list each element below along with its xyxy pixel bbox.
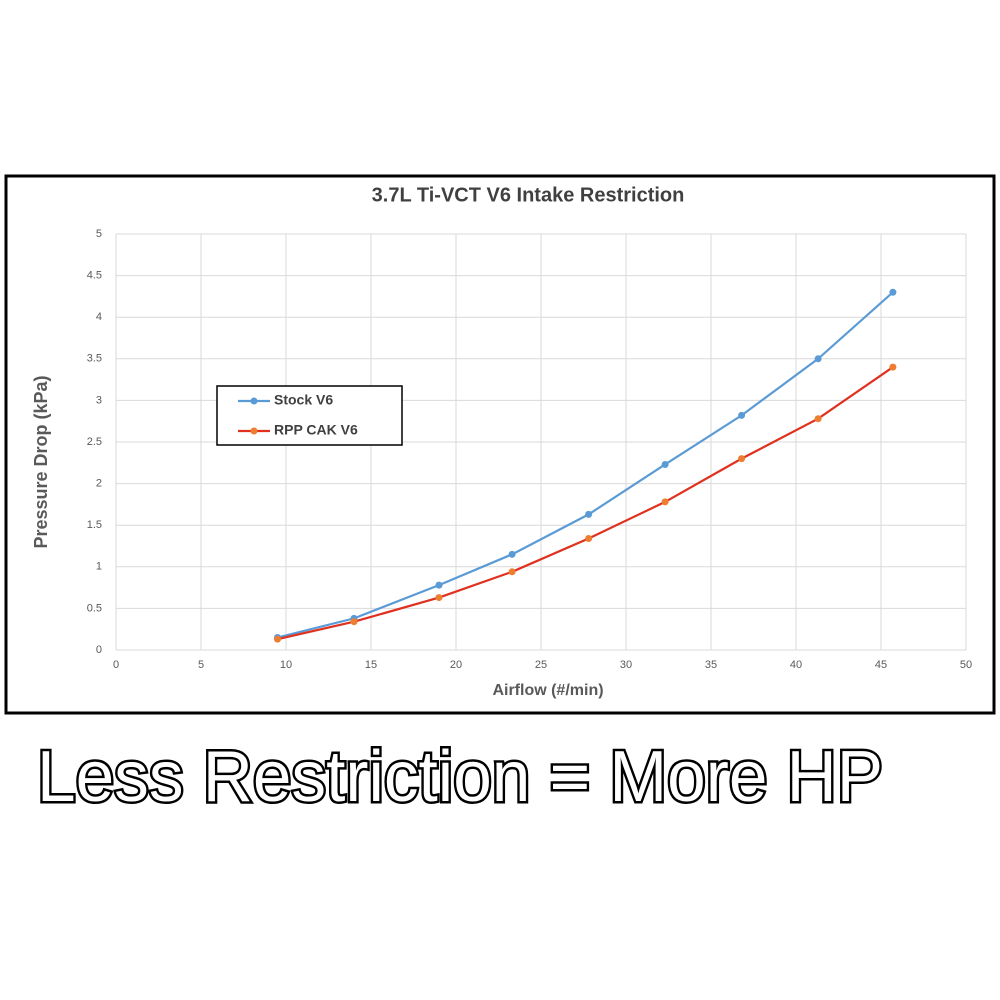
y-tick-label: 2 xyxy=(96,478,102,490)
data-point xyxy=(435,581,443,589)
chart-title: 3.7L Ti-VCT V6 Intake Restriction xyxy=(372,184,685,206)
legend-label: Stock V6 xyxy=(274,392,333,408)
data-point xyxy=(661,460,669,468)
chart-frame xyxy=(4,174,996,715)
y-tick-label: 1 xyxy=(96,561,102,573)
x-tick-label: 40 xyxy=(790,659,802,671)
x-tick-label: 5 xyxy=(198,659,204,671)
legend-marker xyxy=(250,427,258,435)
legend-marker xyxy=(250,397,258,405)
y-tick-label: 0.5 xyxy=(87,602,102,614)
x-tick-label: 50 xyxy=(960,659,972,671)
x-axis-label: Airflow (#/min) xyxy=(492,682,603,699)
y-tick-label: 0 xyxy=(96,644,102,656)
y-tick-label: 3.5 xyxy=(87,353,102,365)
x-tick-label: 15 xyxy=(365,659,377,671)
data-point xyxy=(585,510,593,518)
data-point xyxy=(508,550,516,558)
data-point xyxy=(889,288,897,296)
data-point xyxy=(585,535,593,543)
y-tick-label: 2.5 xyxy=(87,436,102,448)
data-point xyxy=(435,594,443,602)
data-point xyxy=(508,568,516,576)
y-tick-label: 4 xyxy=(96,311,102,323)
x-tick-label: 10 xyxy=(280,659,292,671)
y-tick-label: 1.5 xyxy=(87,519,102,531)
y-tick-label: 3 xyxy=(96,394,102,406)
data-point xyxy=(889,363,897,371)
data-point xyxy=(738,411,746,419)
caption: Less Restriction = More HP xyxy=(37,737,883,817)
data-point xyxy=(661,498,669,506)
x-tick-label: 45 xyxy=(875,659,887,671)
x-tick-label: 0 xyxy=(113,659,119,671)
y-tick-label: 4.5 xyxy=(87,270,102,282)
x-tick-label: 30 xyxy=(620,659,632,671)
data-point xyxy=(814,415,822,423)
x-tick-label: 20 xyxy=(450,659,462,671)
legend-box xyxy=(216,385,403,446)
y-tick-label: 5 xyxy=(96,228,102,240)
data-point xyxy=(274,635,281,643)
data-point xyxy=(738,455,746,463)
x-tick-label: 35 xyxy=(705,659,717,671)
data-point xyxy=(350,618,358,626)
data-point xyxy=(814,355,822,363)
x-tick-label: 25 xyxy=(535,659,547,671)
legend-label: RPP CAK V6 xyxy=(274,422,358,438)
y-axis-label: Pressure Drop (kPa) xyxy=(31,375,51,548)
